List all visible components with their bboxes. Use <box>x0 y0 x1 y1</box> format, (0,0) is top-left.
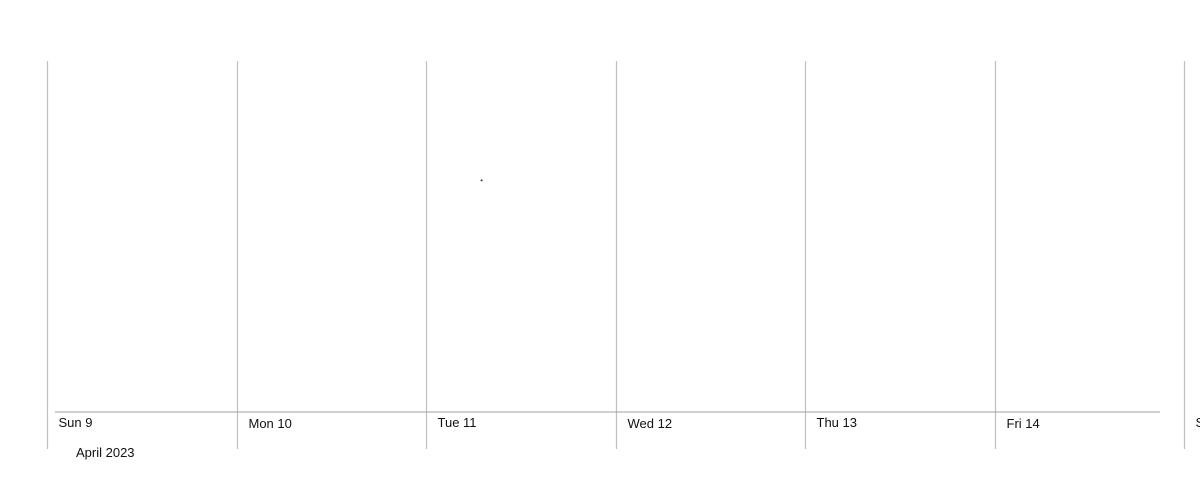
x-tick-label-2023-04-13: Thu 13 <box>817 415 857 430</box>
month-label: April 2023 <box>76 445 135 460</box>
x-tick-label-2023-04-14: Fri 14 <box>1007 416 1040 431</box>
x-tick-label-2023-04-10: Mon 10 <box>249 416 292 431</box>
data-point-0-0 <box>480 179 483 182</box>
data-points <box>480 179 483 182</box>
x-tick-labels: Sun 9 Mon 10 Tue 11 Wed 12 Thu 13 Fri 14 Sat 1… <box>59 415 1200 431</box>
x-tick-label-2023-04-11: Tue 11 <box>438 415 477 430</box>
x-tick-label-2023-04-09: Sun 9 <box>59 415 93 430</box>
x-tick-label-2023-04-12: Wed 12 <box>628 416 673 431</box>
gridlines <box>46 61 1186 449</box>
x-tick-label-2023-04-15: Sat 15 <box>1196 415 1200 430</box>
